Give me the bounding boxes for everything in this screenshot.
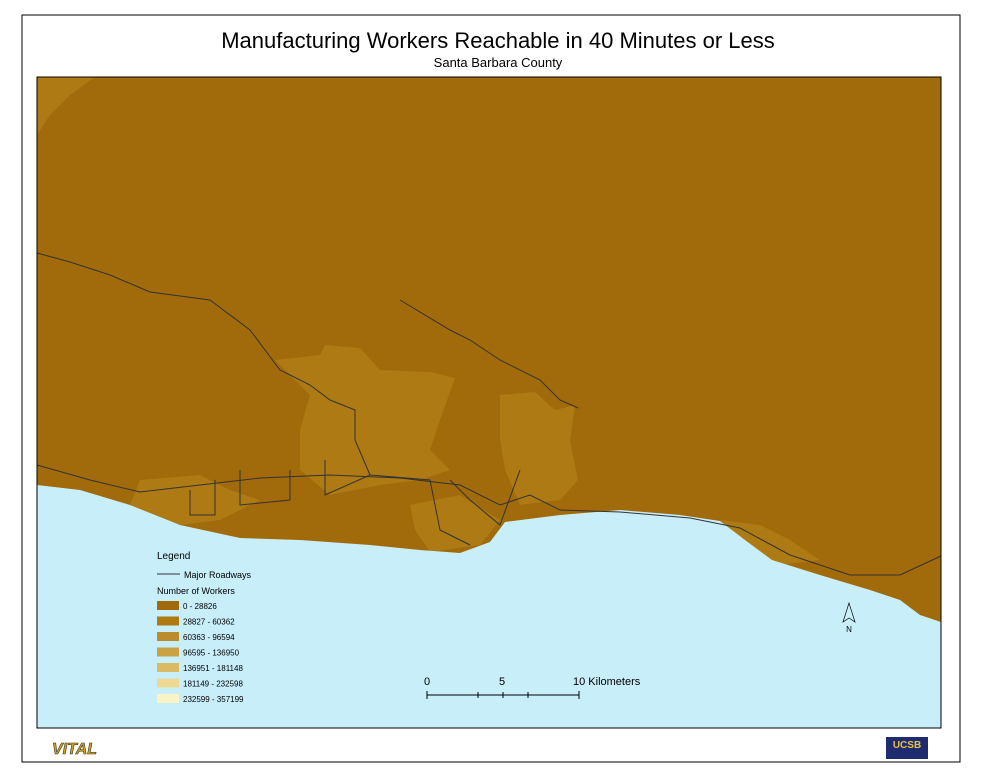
north-label: N <box>846 625 852 634</box>
legend-swatch <box>157 694 179 703</box>
north-arrow: N <box>842 601 856 634</box>
logo-right: UCSB <box>886 737 928 759</box>
land-zone <box>130 475 260 525</box>
title: Manufacturing Workers Reachable in 40 Mi… <box>221 28 775 53</box>
scale-bar: 0 5 10 Kilometers <box>424 676 641 699</box>
legend-label: 60363 - 96594 <box>183 633 235 642</box>
map-frame <box>36 76 942 729</box>
legend-swatch <box>157 601 179 610</box>
ocean <box>37 485 941 728</box>
legend-swatch <box>157 678 179 688</box>
legend-subtitle: Number of Workers <box>157 586 235 596</box>
land-zone <box>410 495 500 552</box>
legend-roads: Major Roadways <box>184 570 252 580</box>
subtitle: Santa Barbara County <box>434 55 563 70</box>
logo-text: VITAL <box>52 741 97 758</box>
land-zone <box>275 345 455 495</box>
scale-label: 5 <box>499 676 505 688</box>
logo-text: UCSB <box>893 740 921 751</box>
page-frame <box>21 14 961 763</box>
legend-label: 0 - 28826 <box>183 602 217 611</box>
roads <box>36 252 942 576</box>
legend-label: 181149 - 232598 <box>183 680 243 689</box>
logo-box <box>886 737 928 759</box>
legend-label: 96595 - 136950 <box>183 649 240 658</box>
legend-label: 232599 - 357199 <box>183 695 244 704</box>
legend-label: 136951 - 181148 <box>183 664 243 673</box>
legend-swatch <box>157 647 179 657</box>
legend-swatch <box>157 663 179 672</box>
scale-label: 0 <box>424 676 430 688</box>
map-border <box>36 76 942 729</box>
legend: Legend Major Roadways Number of Workers … <box>157 551 252 704</box>
scale-label: 10 Kilometers <box>573 676 641 688</box>
legend-label: 28827 - 60362 <box>183 618 235 627</box>
logo-left: VITAL <box>52 741 98 759</box>
legend-swatch <box>157 632 179 641</box>
legend-swatch <box>157 616 179 626</box>
land-zone <box>500 392 578 505</box>
legend-title: Legend <box>157 551 190 562</box>
land-zone <box>37 77 95 135</box>
